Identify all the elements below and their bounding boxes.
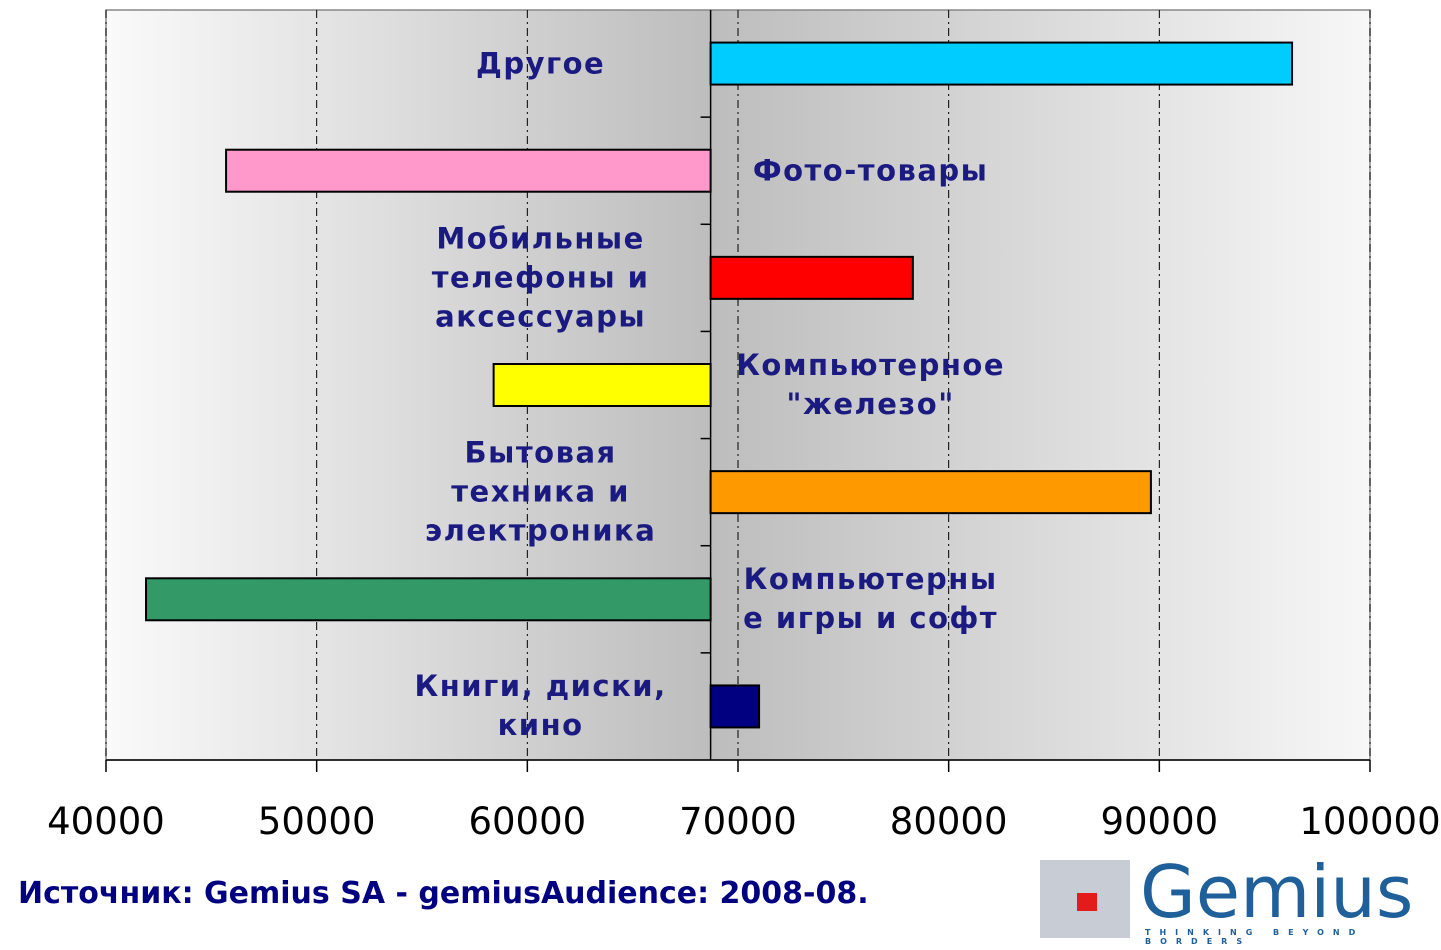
x-tick-label: 50000 — [257, 800, 376, 843]
bar — [709, 41, 1294, 86]
x-tick-label: 70000 — [679, 800, 797, 843]
bar — [709, 255, 914, 300]
x-tick-label: 60000 — [468, 800, 587, 843]
logo-text: Gemius — [1140, 850, 1414, 934]
x-tick-label: 40000 — [47, 800, 165, 843]
x-tick-label: 80000 — [889, 800, 1008, 843]
category-label: Бытовая техника и электроника — [424, 435, 657, 548]
category-label: Компьютерны е игры и софт — [743, 562, 999, 636]
plot-right — [710, 10, 1370, 760]
category-label: Книги, диски, кино — [414, 669, 667, 743]
category-label: Мобильные телефоны и аксессуары — [431, 221, 650, 334]
logo-tagline: THINKING BEYOND BORDERS — [1145, 928, 1365, 946]
bar — [225, 148, 712, 193]
x-tick-label: 90000 — [1100, 800, 1219, 843]
category-label: Фото-товары — [752, 153, 989, 188]
bar — [492, 363, 712, 407]
x-tick-label: 100000 — [1299, 800, 1441, 843]
logo-icon — [1040, 860, 1130, 938]
bar — [709, 684, 761, 729]
source-note: Источник: Gemius SA - gemiusAudience: 20… — [18, 876, 869, 911]
category-label: Другое — [475, 46, 606, 81]
bar — [145, 577, 712, 622]
bar — [709, 470, 1152, 515]
category-label: Компьютерное "железо" — [736, 348, 1005, 421]
